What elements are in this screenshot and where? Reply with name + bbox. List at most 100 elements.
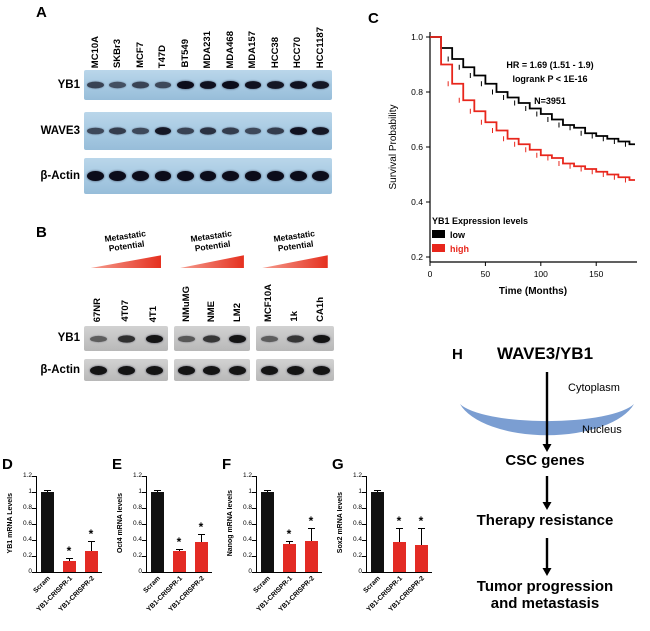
blot-row-label-wave3: WAVE3 [40,125,80,137]
y-axis [146,476,147,572]
protein-band [145,334,163,343]
y-tick [362,476,366,477]
cell-line-label: NME [199,270,224,322]
cell-line-text: HCC1187 [314,26,326,68]
y-tick [252,476,256,477]
blot-lane [107,70,130,100]
y-tick [142,524,146,525]
cell-line-label: 67NR [84,270,112,322]
panel-f: F Nanog mRNA levels 0 0.2 0.4 0.6 0.8 1 1.2 Scra… [220,452,330,631]
blot-lane [264,70,287,100]
error-bar-cap [154,490,161,492]
panel-h: H WAVE3/YB1 Cytoplasm Nucleus CSC genes … [440,340,650,631]
y-tick [252,524,256,525]
blot-lane [197,70,220,100]
y-tick-label: 0.8 [352,504,362,511]
error-bar [311,528,312,541]
protein-band [312,334,330,343]
blot-lane [219,70,242,100]
y-tick [142,492,146,493]
n-annotation: N=3951 [534,96,566,106]
blot-lane [287,70,310,100]
error-bar [69,557,70,561]
panel-b: B YB1 β-Actin Metastatic Potential 67NR 4T0… [0,222,340,394]
cell-line-text: NMuMG [180,286,192,322]
blot-lane [242,112,265,150]
blot-lane [264,158,287,194]
metastatic-potential-triangle [262,255,328,268]
x-axis [146,572,212,573]
panel-g: G Sox2 mRNA levels 0 0.2 0.4 0.6 0.8 1 1.2 Scram… [330,452,440,631]
protein-band [260,335,278,342]
blot-lane [129,70,152,100]
x-axis [366,572,432,573]
cell-line-text: NME [206,300,218,322]
y-tick-label: 1.2 [242,472,252,479]
protein-band [178,365,196,375]
protein-band [199,81,217,89]
y-tick-label: 0.6 [132,520,142,527]
metastatic-potential-triangle [180,255,244,268]
blot-lane [112,326,140,351]
y-tick [362,524,366,525]
blot-lane [219,112,242,150]
significance-asterisk: * [418,514,424,528]
y-tick-label: 1.2 [132,472,142,479]
cell-line-text: 4T07 [120,300,132,322]
y-tick-label: 0.2 [411,252,423,262]
error-bar [179,548,180,552]
protein-band [132,127,149,135]
protein-band [109,171,127,181]
blot-lane [197,112,220,150]
protein-band [145,365,163,375]
protein-band [177,127,194,135]
blot-lane [129,112,152,150]
error-bar [289,540,290,544]
cell-line-text: MC10A [89,35,101,68]
protein-band [244,127,262,135]
panel-a-letter: A [36,4,47,21]
blot-lane [264,112,287,150]
cell-line-text: 4T1 [148,305,160,322]
protein-band [228,334,246,343]
group-cell-line-labels: 67NR 4T07 4T1 [84,270,168,322]
blot-lane [225,359,250,381]
western-blot-actin [84,158,332,194]
protein-band [312,127,330,135]
metastatic-group: Metastatic Potential NMuMG NME LM2 [174,228,250,381]
y-tick [142,476,146,477]
bar-chart-yb1-mrna: YB1 mRNA Levels 0 0.2 0.4 0.6 0.8 1 1.2 Scram * YB… [7,460,108,630]
y-tick-label: 1 [28,488,32,495]
panel-h-letter: H [452,346,463,363]
cell-line-label: 4T1 [140,270,168,322]
bar [260,492,274,572]
protein-band [267,127,284,135]
protein-band [154,171,172,181]
significance-asterisk: * [198,520,204,535]
protein-band [222,171,239,181]
bar-chart-sox2-mrna: Sox2 mRNA levels 0 0.2 0.4 0.6 0.8 1 1.2 Scram * Y… [337,460,438,630]
error-bar-cap [286,540,293,542]
cell-line-label: MC10A [84,10,107,68]
metastatic-potential-title: Metastatic Potential [83,226,169,257]
western-blot-yb1 [84,70,332,100]
y-tick-label: 0.4 [132,536,142,543]
cell-line-label: MCF10A [256,270,282,322]
y-tick [142,556,146,557]
protein-band [109,127,127,135]
y-tick-label: 1.2 [352,472,362,479]
x-axis [256,572,322,573]
y-tick [32,508,36,509]
western-blot-yb1 [174,326,250,351]
hr-annotation: HR = 1.69 (1.51 - 1.9) [506,60,593,70]
panel-c: C 0.2 0.4 0.6 0.8 1.0 0 50 100 150 Time (Months) S… [358,0,650,312]
blot-lane [174,70,197,100]
western-blot-actin [256,359,334,381]
protein-band [286,334,304,343]
x-tick-label: 0 [428,269,433,279]
blot-lane [174,359,199,381]
cell-line-text: MDA157 [247,30,259,69]
panel-e-letter: E [112,456,123,473]
bar [194,542,208,572]
